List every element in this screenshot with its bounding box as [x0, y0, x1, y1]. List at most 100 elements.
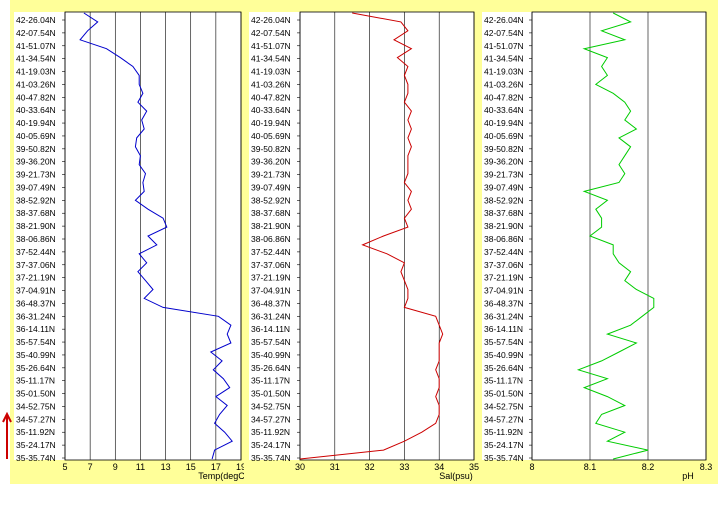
- latitude-label: 39-21.73N: [16, 170, 56, 180]
- latitude-label: 40-05.69N: [251, 131, 291, 141]
- latitude-label: 34-57.27N: [484, 414, 524, 424]
- latitude-label: 36-14.11N: [484, 324, 523, 334]
- latitude-label: 35-35.74N: [251, 453, 291, 463]
- latitude-label: 41-03.26N: [484, 79, 524, 89]
- latitude-label: 36-48.37N: [16, 298, 56, 308]
- latitude-label: 35-01.50N: [251, 389, 291, 399]
- latitude-label: 35-11.17N: [16, 376, 55, 386]
- latitude-label: 35-26.64N: [484, 363, 524, 373]
- latitude-label: 35-57.54N: [484, 337, 524, 347]
- x-tick-label: 35: [469, 462, 479, 472]
- x-tick-label: 11: [136, 462, 145, 472]
- latitude-label: 39-36.20N: [484, 157, 524, 167]
- latitude-label: 34-52.75N: [251, 401, 291, 411]
- latitude-label: 38-37.68N: [484, 208, 524, 218]
- latitude-label: 37-21.19N: [251, 273, 291, 283]
- data-line: [576, 12, 655, 460]
- x-tick-label: 8.3: [700, 462, 713, 472]
- latitude-label: 36-14.11N: [16, 324, 55, 334]
- latitude-label: 34-57.27N: [16, 414, 56, 424]
- plot-border: [299, 11, 475, 461]
- latitude-label: 39-36.20N: [251, 157, 291, 167]
- chart-panel-1: 42-26.04N 42-07.54N 41-51.07N 41-34.54N 41-1…: [10, 0, 248, 484]
- latitude-label: 38-06.86N: [16, 234, 56, 244]
- latitude-label: 38-52.92N: [484, 195, 524, 205]
- latitude-label: 41-19.03N: [484, 67, 524, 77]
- latitude-label: 36-14.11N: [251, 324, 290, 334]
- latitude-label: 39-07.49N: [16, 182, 56, 192]
- latitude-label: 40-33.64N: [16, 105, 56, 115]
- latitude-label: 35-26.64N: [251, 363, 291, 373]
- x-tick-label: 5: [62, 462, 67, 472]
- latitude-label: 35-01.50N: [16, 389, 56, 399]
- x-tick-label: 19: [236, 462, 246, 472]
- latitude-label: 35-01.50N: [484, 389, 524, 399]
- latitude-label: 37-21.19N: [484, 273, 524, 283]
- plot-background: [249, 12, 474, 460]
- latitude-label: 38-21.90N: [251, 221, 291, 231]
- latitude-label: 40-19.94N: [251, 118, 291, 128]
- latitude-label: 36-31.24N: [484, 311, 524, 321]
- latitude-label: 41-51.07N: [16, 41, 56, 51]
- latitude-label: 41-34.54N: [16, 54, 56, 64]
- latitude-label: 37-37.06N: [251, 260, 291, 270]
- latitude-label: 40-05.69N: [484, 131, 524, 141]
- latitude-label: 42-07.54N: [16, 28, 56, 38]
- x-tick-label: 33: [399, 462, 409, 472]
- latitude-label: 35-11.17N: [484, 376, 523, 386]
- latitude-label: 39-21.73N: [251, 170, 291, 180]
- latitude-label: 38-52.92N: [251, 195, 291, 205]
- latitude-label: 38-21.90N: [16, 221, 56, 231]
- latitude-label: 42-26.04N: [16, 15, 56, 25]
- x-tick-label: 8: [529, 462, 534, 472]
- latitude-label: 42-26.04N: [484, 15, 524, 25]
- latitude-label: 34-52.75N: [484, 401, 524, 411]
- latitude-label: 41-03.26N: [16, 79, 56, 89]
- latitude-label: 35-24.17N: [16, 440, 56, 450]
- plot-background: [14, 12, 241, 460]
- x-tick-label: 30: [295, 462, 305, 472]
- x-axis-label: Temp(degC): [198, 471, 248, 481]
- latitude-label: 39-50.82N: [16, 144, 56, 154]
- latitude-label: 40-47.82N: [484, 92, 524, 102]
- plot-border: [531, 11, 707, 461]
- x-tick-label: 34: [434, 462, 444, 472]
- latitude-label: 37-04.91N: [484, 286, 524, 296]
- latitude-label: 36-31.24N: [251, 311, 291, 321]
- latitude-label: 37-04.91N: [16, 286, 56, 296]
- plot-background: [482, 12, 706, 460]
- latitude-label: 35-11.92N: [484, 427, 523, 437]
- latitude-label: 37-21.19N: [16, 273, 56, 283]
- latitude-label: 38-06.86N: [484, 234, 524, 244]
- latitude-label: 39-07.49N: [251, 182, 291, 192]
- latitude-label: 37-52.44N: [484, 247, 524, 257]
- x-tick-label: 17: [211, 462, 221, 472]
- latitude-label: 37-37.06N: [16, 260, 56, 270]
- plot-border: [64, 11, 242, 461]
- latitude-label: 40-47.82N: [16, 92, 56, 102]
- latitude-label: 41-19.03N: [251, 67, 291, 77]
- latitude-label: 39-50.82N: [484, 144, 524, 154]
- latitude-label: 41-03.26N: [251, 79, 291, 89]
- latitude-label: 35-57.54N: [251, 337, 291, 347]
- x-axis-label: pH: [682, 471, 694, 481]
- latitude-label: 35-26.64N: [16, 363, 56, 373]
- latitude-label: 38-37.68N: [16, 208, 56, 218]
- latitude-label: 40-19.94N: [484, 118, 524, 128]
- latitude-label: 35-24.17N: [251, 440, 291, 450]
- latitude-label: 42-26.04N: [251, 15, 291, 25]
- latitude-label: 40-05.69N: [16, 131, 56, 141]
- latitude-label: 39-36.20N: [16, 157, 56, 167]
- x-tick-label: 8.1: [584, 462, 597, 472]
- latitude-label: 35-35.74N: [484, 453, 524, 463]
- chart-panel-2: 42-26.04N 42-07.54N 41-51.07N 41-34.54N 41-1…: [244, 0, 486, 484]
- latitude-label: 41-51.07N: [251, 41, 291, 51]
- latitude-label: 35-11.17N: [251, 376, 290, 386]
- latitude-label: 42-07.54N: [251, 28, 291, 38]
- latitude-label: 38-52.92N: [16, 195, 56, 205]
- latitude-label: 39-07.49N: [484, 182, 524, 192]
- latitude-label: 35-40.99N: [484, 350, 524, 360]
- latitude-label: 37-37.06N: [484, 260, 524, 270]
- latitude-label: 34-52.75N: [16, 401, 56, 411]
- latitude-label: 34-57.27N: [251, 414, 291, 424]
